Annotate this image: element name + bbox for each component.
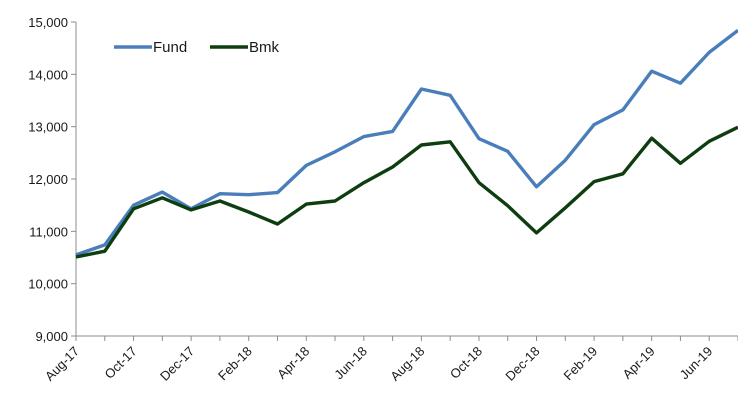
x-tick-label: Jun-19 [677,344,716,383]
series-line-fund [75,29,738,257]
y-tick-label: 10,000 [28,277,68,292]
axes [75,22,738,337]
x-tick-label: Aug-18 [387,344,427,384]
series-layer [75,29,738,259]
legend-label-fund: Fund [153,39,187,56]
x-tick-label: Feb-19 [560,344,600,384]
y-tick-label: 12,000 [28,172,68,187]
x-tick-label: Aug-17 [42,344,82,384]
x-tick-label: Feb-18 [215,344,255,384]
y-tick-label: 14,000 [28,67,68,82]
x-tick-label: Dec-17 [157,344,197,384]
legend-label-bmk: Bmk [249,39,280,56]
legend: Fund Bmk [114,39,280,56]
x-axis-ticks: Aug-17 Oct-17 Dec-17 Feb-18 Apr-18 Jun-18 Aug-… [42,336,738,384]
y-tick-label: 15,000 [28,15,68,30]
series-line-bmk [75,125,738,259]
x-tick-label: Apr-18 [274,344,312,382]
y-tick-label: 9,000 [35,329,68,344]
x-tick-label: Oct-18 [447,344,485,382]
x-tick-label: Oct-17 [101,344,139,382]
y-tick-label: 11,000 [29,224,68,239]
x-tick-label: Jun-18 [331,344,370,383]
x-tick-label: Dec-18 [502,344,542,384]
x-tick-label: Apr-19 [620,344,658,382]
y-tick-label: 13,000 [28,120,68,135]
y-axis-ticks: 9,000 10,000 11,000 12,000 13,000 14,000 15,00… [28,15,76,344]
